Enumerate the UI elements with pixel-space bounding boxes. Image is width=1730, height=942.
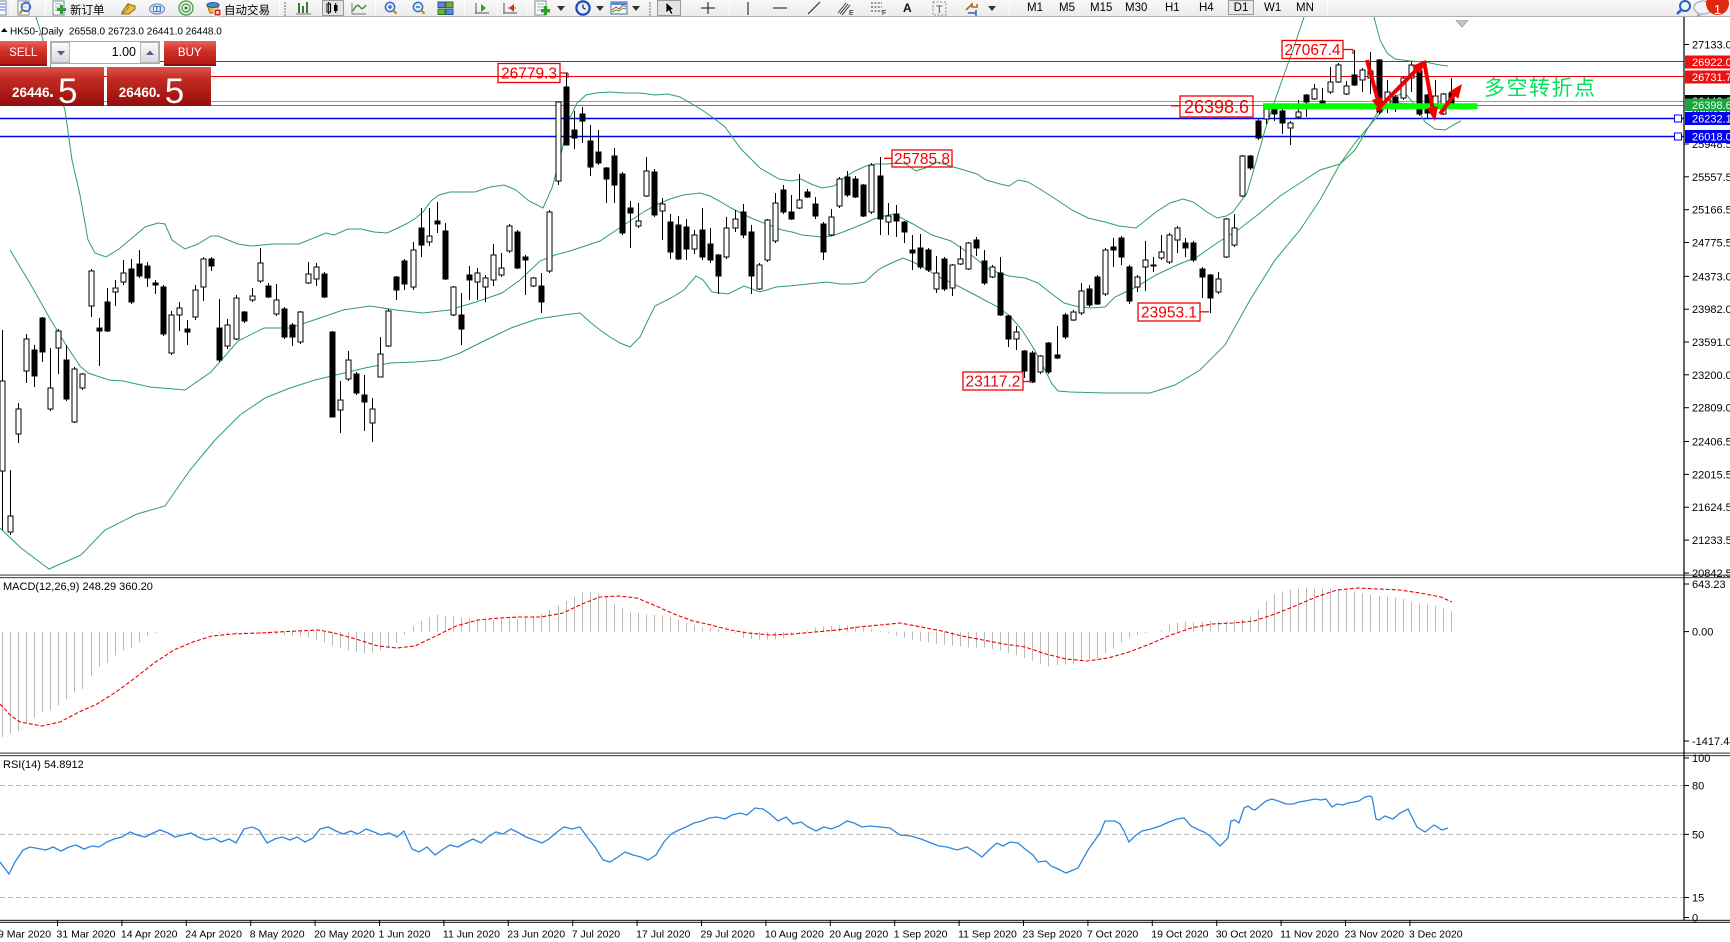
svg-text:23 Nov 2020: 23 Nov 2020	[1345, 929, 1405, 941]
svg-text:23200.0: 23200.0	[1692, 370, 1730, 382]
svg-text:20 May 2020: 20 May 2020	[314, 929, 375, 941]
svg-text:1 Sep 2020: 1 Sep 2020	[894, 929, 948, 941]
svg-text:23 Jun 2020: 23 Jun 2020	[507, 929, 565, 941]
svg-text:643.23: 643.23	[1692, 579, 1726, 591]
svg-text:22015.5: 22015.5	[1692, 469, 1730, 481]
svg-text:多空转折点: 多空转折点	[1484, 77, 1597, 100]
svg-text:0: 0	[1692, 913, 1698, 925]
svg-text:-1417.44: -1417.44	[1692, 736, 1730, 748]
svg-text:19 Mar 2020: 19 Mar 2020	[0, 929, 51, 941]
svg-text:10 Aug 2020: 10 Aug 2020	[765, 929, 824, 941]
svg-text:29 Jul 2020: 29 Jul 2020	[701, 929, 755, 941]
svg-text:24373.0: 24373.0	[1692, 271, 1730, 283]
svg-text:21233.5: 21233.5	[1692, 535, 1730, 547]
svg-text:T: T	[936, 4, 943, 16]
svg-text:23982.0: 23982.0	[1692, 304, 1730, 316]
svg-text:27133.0: 27133.0	[1692, 40, 1730, 52]
svg-text:31 Mar 2020: 31 Mar 2020	[57, 929, 116, 941]
svg-text:15: 15	[1692, 893, 1704, 905]
svg-text:26398.6: 26398.6	[1692, 100, 1730, 112]
svg-text:26922.0: 26922.0	[1692, 57, 1730, 69]
svg-text:RSI(14) 54.8912: RSI(14) 54.8912	[3, 759, 84, 771]
svg-text:HK50-,Daily 26558.0 26723.0 2: HK50-,Daily 26558.0 26723.0 26441.0 2644…	[10, 27, 222, 38]
svg-text:100: 100	[1692, 753, 1710, 765]
svg-text:26398.6: 26398.6	[1184, 97, 1249, 117]
svg-text:11 Sep 2020: 11 Sep 2020	[958, 929, 1017, 941]
svg-text:3 Dec 2020: 3 Dec 2020	[1409, 929, 1463, 941]
svg-text:1 Jun 2020: 1 Jun 2020	[379, 929, 431, 941]
svg-text:23591.0: 23591.0	[1692, 337, 1730, 349]
svg-text:30 Oct 2020: 30 Oct 2020	[1216, 929, 1273, 941]
svg-text:26232.1: 26232.1	[1692, 114, 1730, 126]
svg-text:27067.4: 27067.4	[1284, 42, 1340, 59]
svg-text:26731.7: 26731.7	[1692, 72, 1730, 84]
svg-text:22406.5: 22406.5	[1692, 437, 1730, 449]
svg-text:80: 80	[1692, 781, 1704, 793]
svg-text:F: F	[882, 10, 886, 17]
svg-text:17 Jul 2020: 17 Jul 2020	[636, 929, 690, 941]
svg-text:20 Aug 2020: 20 Aug 2020	[829, 929, 888, 941]
svg-text:24 Apr 2020: 24 Apr 2020	[185, 929, 242, 941]
svg-text:24775.5: 24775.5	[1692, 238, 1730, 250]
svg-text:25166.5: 25166.5	[1692, 205, 1730, 217]
svg-text:7 Oct 2020: 7 Oct 2020	[1087, 929, 1139, 941]
svg-text:21624.5: 21624.5	[1692, 502, 1730, 514]
svg-text:22809.0: 22809.0	[1692, 403, 1730, 415]
svg-text:23117.2: 23117.2	[966, 374, 1021, 391]
svg-text:14 Apr 2020: 14 Apr 2020	[121, 929, 178, 941]
svg-text:50: 50	[1692, 829, 1704, 841]
svg-text:11 Jun 2020: 11 Jun 2020	[443, 929, 500, 941]
svg-text:23 Sep 2020: 23 Sep 2020	[1023, 929, 1083, 941]
svg-text:25557.5: 25557.5	[1692, 172, 1730, 184]
svg-text:MACD(12,26,9) 248.29 360.20: MACD(12,26,9) 248.29 360.20	[3, 581, 153, 593]
svg-text:25785.8: 25785.8	[894, 151, 950, 168]
svg-text:19 Oct 2020: 19 Oct 2020	[1151, 929, 1208, 941]
svg-text:26779.3: 26779.3	[501, 66, 557, 83]
svg-text:E: E	[849, 10, 854, 17]
svg-text:8 May 2020: 8 May 2020	[250, 929, 305, 941]
svg-text:23953.1: 23953.1	[1141, 305, 1197, 322]
svg-text:26018.0: 26018.0	[1692, 132, 1730, 144]
svg-text:20842.5: 20842.5	[1692, 568, 1730, 580]
svg-text:0.00: 0.00	[1692, 627, 1713, 639]
svg-text:7 Jul 2020: 7 Jul 2020	[572, 929, 621, 941]
svg-text:11 Nov 2020: 11 Nov 2020	[1280, 929, 1339, 941]
